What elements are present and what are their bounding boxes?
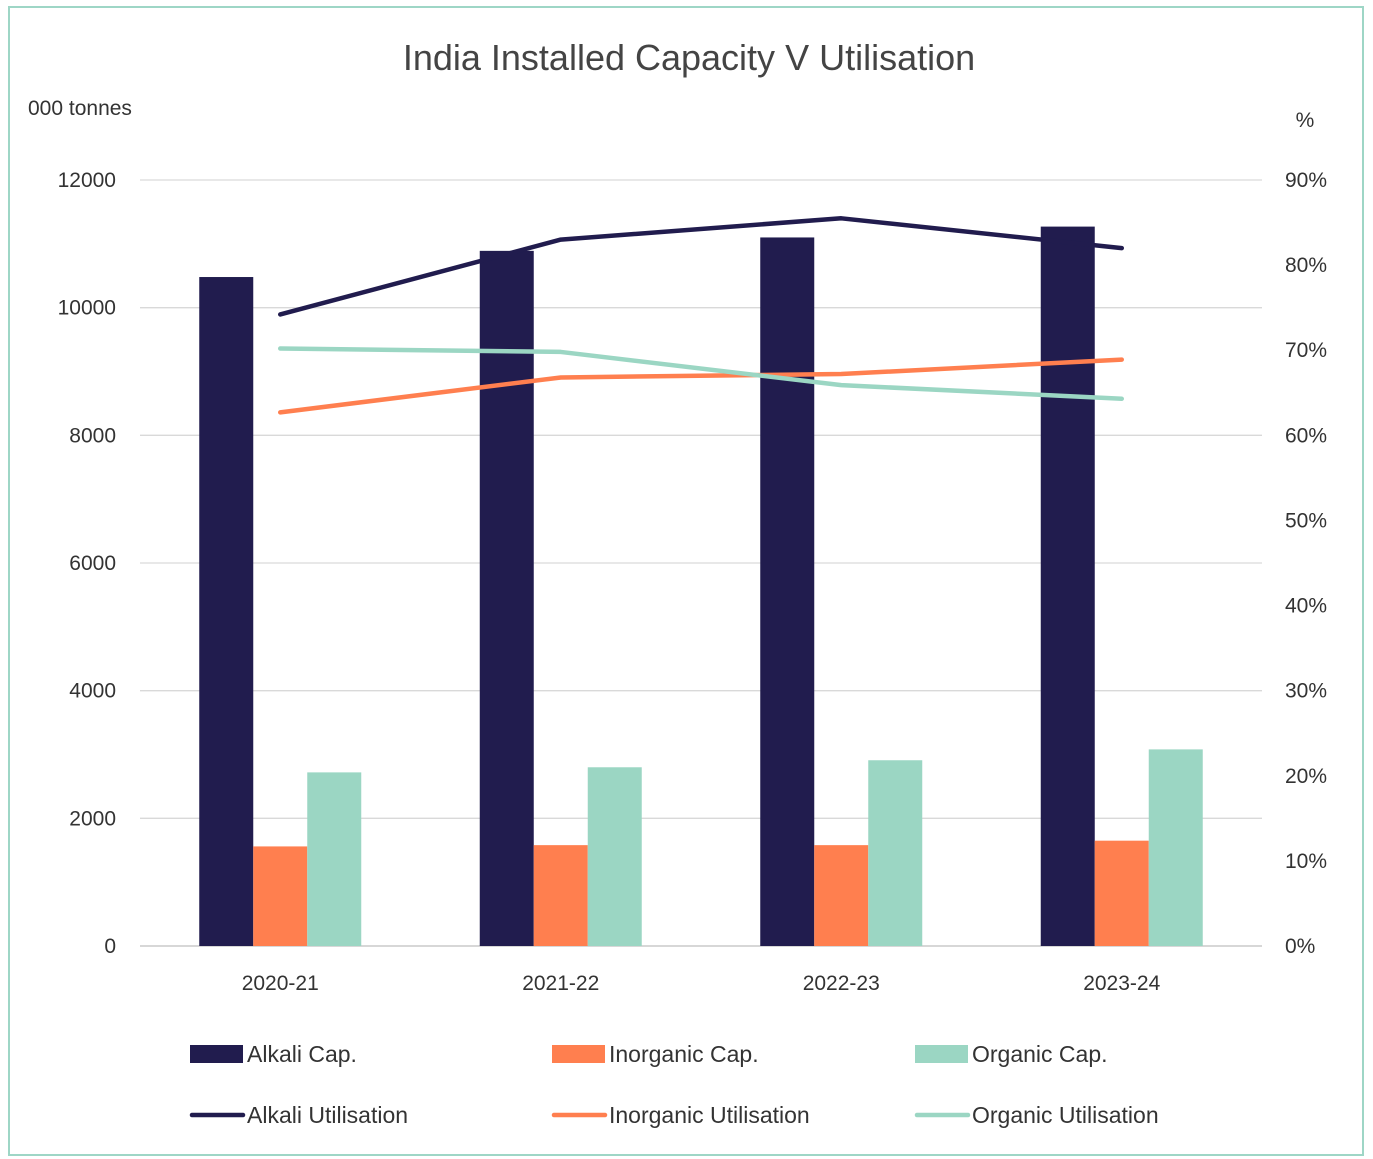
right-tick-label: 0% [1285,935,1315,958]
right-tick-label: 80% [1285,254,1327,277]
bar [253,846,308,946]
right-tick-label: 90% [1285,169,1327,192]
bar [814,845,869,946]
bar [760,237,815,946]
legend-swatch [915,1045,968,1063]
left-tick-label: 8000 [69,424,116,447]
bar [1040,226,1095,946]
left-axis-ticks: 0 2000 4000 6000 8000 10000 12000 [58,169,116,958]
series-line [278,357,1124,415]
bar [199,277,254,946]
left-tick-label: 12000 [58,169,116,192]
x-tick-label: 2021-22 [522,972,599,995]
x-tick-label: 2023-24 [1083,972,1160,995]
legend-label: Alkali Cap. [247,1041,357,1067]
bar [868,760,923,946]
right-tick-label: 20% [1285,765,1327,788]
legend-label: Organic Cap. [972,1041,1108,1067]
bar [533,845,588,946]
legend-label: Organic Utilisation [972,1102,1159,1128]
x-axis-ticks: 2020-21 2021-22 2022-23 2023-24 [242,972,1161,995]
right-tick-label: 70% [1285,339,1327,362]
left-tick-label: 0 [104,935,116,958]
left-tick-label: 6000 [69,552,116,575]
right-tick-label: 30% [1285,680,1327,703]
right-axis-ticks: 0% 10% 20% 30% 40% 50% 60% 70% 80% 90% [1285,169,1327,958]
series-line [278,346,1124,401]
left-tick-label: 4000 [69,680,116,703]
right-tick-label: 10% [1285,850,1327,873]
series-line [278,216,1124,317]
legend-swatch [552,1045,605,1063]
left-axis-unit: 000 tonnes [28,97,132,120]
legend-label: Alkali Utilisation [247,1102,408,1128]
chart-title: India Installed Capacity V Utilisation [403,37,975,78]
bar [479,250,534,947]
x-tick-label: 2020-21 [242,972,319,995]
bar [1094,840,1149,946]
legend-label: Inorganic Cap. [609,1041,759,1067]
legend-label: Inorganic Utilisation [609,1102,810,1128]
bar [587,767,642,946]
bars [199,226,1203,947]
right-tick-label: 60% [1285,424,1327,447]
bar [1148,749,1203,946]
left-tick-label: 2000 [69,807,116,830]
right-tick-label: 50% [1285,509,1327,532]
right-axis-unit: % [1296,109,1315,132]
bar [307,772,362,946]
legend: Alkali Cap. Inorganic Cap. Organic Cap. Alk… [189,1041,1159,1128]
x-tick-label: 2022-23 [803,972,880,995]
lines [278,216,1124,415]
legend-swatch [190,1045,243,1063]
left-tick-label: 10000 [58,297,116,320]
right-tick-label: 40% [1285,595,1327,618]
